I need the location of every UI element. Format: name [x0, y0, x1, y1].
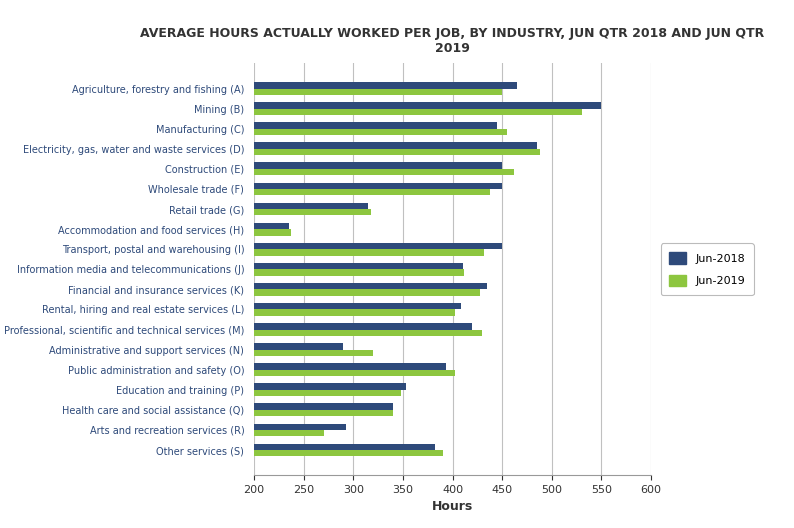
- Title: AVERAGE HOURS ACTUALLY WORKED PER JOB, BY INDUSTRY, JUN QTR 2018 AND JUN QTR
201: AVERAGE HOURS ACTUALLY WORKED PER JOB, B…: [141, 27, 765, 55]
- Bar: [56, 169, 514, 175]
- Bar: [56, 289, 480, 296]
- Bar: [56, 102, 601, 109]
- Bar: [56, 403, 393, 410]
- Bar: [56, 343, 343, 350]
- X-axis label: Hours: Hours: [432, 501, 473, 513]
- Bar: [56, 430, 323, 437]
- Bar: [56, 450, 443, 457]
- Bar: [56, 163, 502, 169]
- Bar: [56, 370, 454, 376]
- Bar: [56, 350, 373, 356]
- Bar: [56, 363, 445, 370]
- Bar: [56, 323, 472, 329]
- Bar: [56, 383, 406, 390]
- Bar: [56, 229, 291, 235]
- Bar: [56, 410, 393, 416]
- Bar: [56, 444, 434, 450]
- Bar: [56, 143, 537, 149]
- Bar: [56, 82, 517, 89]
- Bar: [56, 263, 462, 269]
- Bar: [56, 303, 461, 309]
- Bar: [56, 249, 484, 256]
- Bar: [56, 243, 502, 249]
- Bar: [56, 122, 497, 129]
- Bar: [56, 189, 490, 195]
- Bar: [56, 309, 454, 316]
- Bar: [56, 269, 464, 276]
- Bar: [56, 329, 482, 336]
- Bar: [56, 183, 502, 189]
- Bar: [56, 203, 368, 209]
- Bar: [56, 209, 371, 215]
- Legend: Jun-2018, Jun-2019: Jun-2018, Jun-2019: [661, 243, 754, 295]
- Bar: [56, 149, 540, 155]
- Bar: [56, 223, 289, 229]
- Bar: [56, 423, 346, 430]
- Bar: [56, 283, 488, 289]
- Bar: [56, 109, 581, 115]
- Bar: [56, 390, 401, 396]
- Bar: [56, 89, 502, 95]
- Bar: [56, 129, 507, 135]
